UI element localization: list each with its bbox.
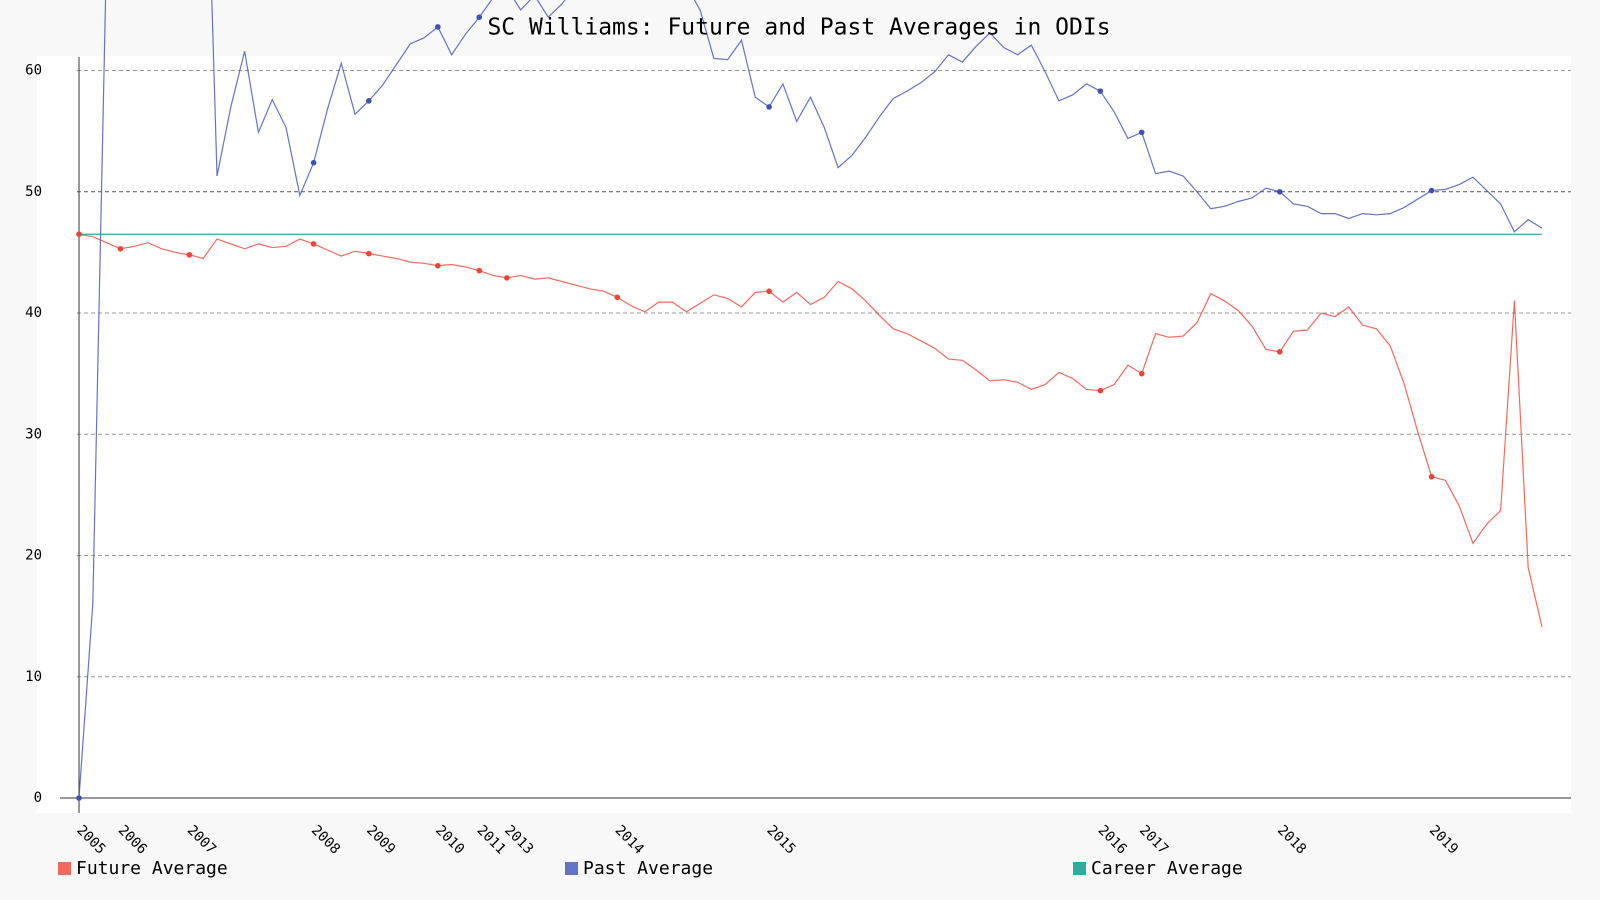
- data-point: [366, 98, 372, 104]
- y-tick-label: 30: [25, 426, 42, 442]
- legend-label: Career Average: [1091, 858, 1243, 879]
- legend-swatch: [565, 862, 578, 875]
- data-point: [1428, 187, 1435, 194]
- y-tick-label: 0: [34, 790, 42, 806]
- data-point: [476, 267, 483, 274]
- data-point: [1138, 370, 1145, 377]
- data-point: [1428, 473, 1435, 480]
- series-line: [78, 233, 1543, 628]
- data-point: [1138, 129, 1145, 136]
- data-point: [76, 795, 82, 801]
- data-point: [310, 159, 317, 166]
- y-tick-label: 40: [25, 305, 42, 321]
- data-point: [117, 245, 124, 252]
- data-point: [435, 24, 441, 30]
- legend-label: Past Average: [583, 858, 713, 879]
- data-point: [614, 294, 621, 301]
- y-tick-label: 10: [25, 669, 42, 685]
- data-point: [504, 275, 510, 281]
- data-point: [310, 241, 317, 247]
- data-point: [1097, 387, 1104, 394]
- chart-title: SC Williams: Future and Past Averages in…: [487, 15, 1110, 41]
- y-tick-label: 50: [25, 184, 42, 200]
- legend-swatch: [1073, 862, 1086, 875]
- data-point: [1276, 349, 1283, 355]
- data-point: [435, 262, 441, 269]
- data-point: [766, 104, 772, 110]
- data-point: [476, 14, 483, 21]
- y-tick-label: 60: [25, 63, 42, 79]
- data-point: [1097, 88, 1104, 94]
- data-point: [1276, 188, 1283, 195]
- data-point: [186, 252, 193, 258]
- legend-label: Future Average: [76, 858, 228, 879]
- legend-swatch: [58, 862, 71, 875]
- data-point: [766, 288, 772, 295]
- y-tick-label: 20: [25, 548, 42, 564]
- data-point: [366, 250, 372, 257]
- plot-area: [37, 56, 1571, 813]
- series-line: [78, 0, 1543, 799]
